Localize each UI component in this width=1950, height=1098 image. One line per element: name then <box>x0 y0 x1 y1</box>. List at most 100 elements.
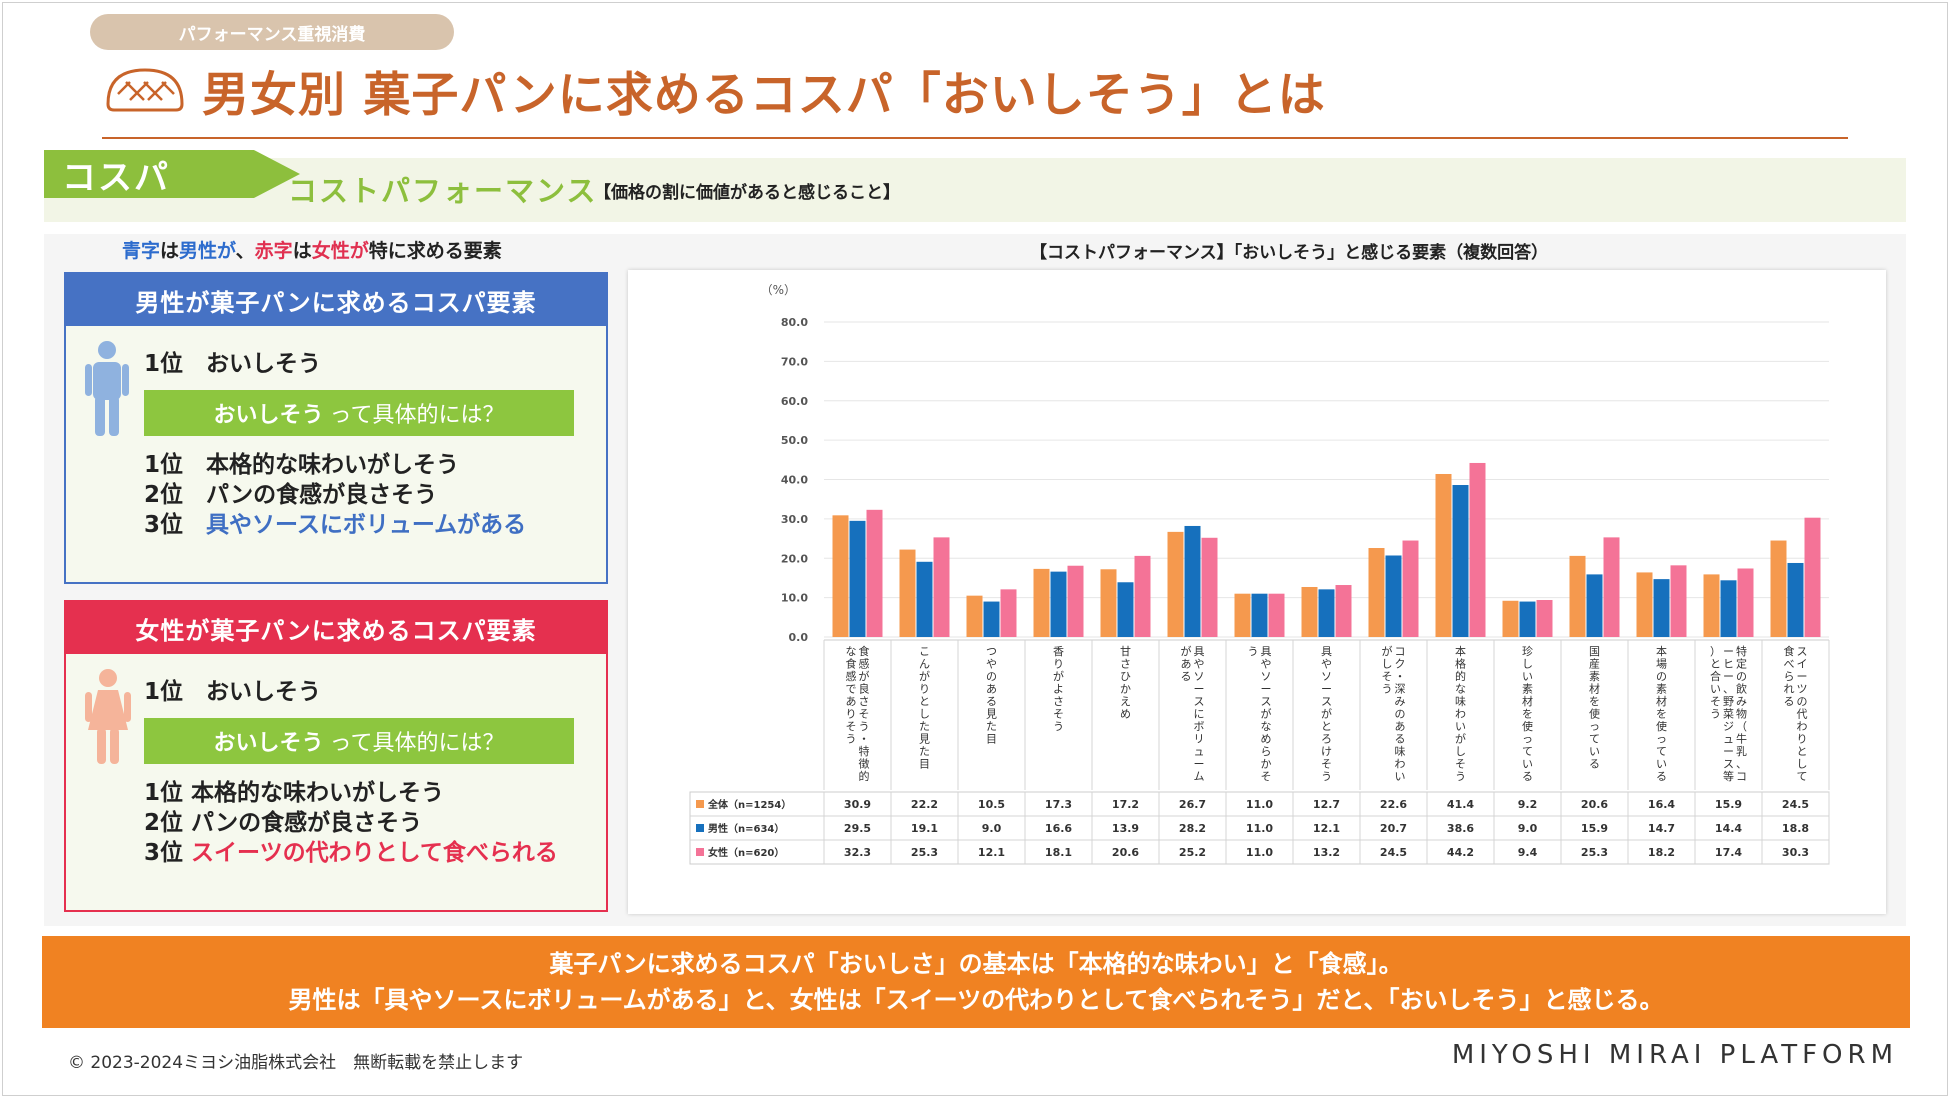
list-item: 2位 パンの食感が良さそう <box>144 480 526 510</box>
category-char: 素 <box>1522 683 1533 696</box>
red-word: 赤字 <box>254 240 293 262</box>
rank-text: パンの食感が良さそう <box>206 482 438 508</box>
category-char: 特 <box>1736 644 1747 658</box>
bar-男性 <box>916 561 933 637</box>
female-person-icon <box>85 669 131 764</box>
legend-text: は <box>160 240 180 262</box>
data-label: 16.6 <box>1045 822 1072 835</box>
category-char: べ <box>1784 658 1795 671</box>
bar-全体 <box>1167 531 1184 637</box>
category-char: か <box>1120 683 1131 696</box>
bar-女性 <box>866 509 883 637</box>
category-char: 、 <box>1736 758 1747 771</box>
category-char: が <box>1321 707 1332 721</box>
category-char: ュ <box>1723 733 1734 746</box>
category-char: わ <box>1395 758 1406 771</box>
category-char: コ <box>1395 645 1406 658</box>
legend-text: は <box>292 240 312 262</box>
legend-swatch <box>696 848 704 856</box>
bar-男性 <box>1117 582 1134 637</box>
male-rank-list: 1位 本格的な味わいがしそう 2位 パンの食感が良さそう 3位 具やソースにボリ… <box>144 450 526 540</box>
bar-全体 <box>1502 600 1519 637</box>
category-char: 素 <box>1589 670 1600 683</box>
category-char: っ <box>1589 720 1600 733</box>
category-char: り <box>846 708 857 721</box>
category-char: ー <box>1194 683 1205 696</box>
y-tick-label: 0.0 <box>789 631 809 644</box>
category-char: 的 <box>1455 669 1466 683</box>
bar-全体 <box>1770 540 1787 637</box>
data-label: 25.2 <box>1179 846 1206 859</box>
data-label: 18.8 <box>1782 822 1809 835</box>
category-char: ） <box>1710 645 1721 658</box>
category-char: コ <box>1736 770 1747 783</box>
bar-全体 <box>1703 574 1720 637</box>
category-char: い <box>1395 770 1406 783</box>
data-label: 11.0 <box>1246 846 1273 859</box>
category-char: 的 <box>859 769 870 783</box>
female-rank1: 1位 おいしそう <box>144 679 322 705</box>
data-label: 13.2 <box>1313 846 1340 859</box>
data-label: 25.3 <box>911 846 938 859</box>
bar-女性 <box>1000 589 1017 637</box>
category-char: り <box>1797 733 1808 746</box>
category-char: ー <box>1797 670 1808 683</box>
category-char: て <box>1522 745 1533 758</box>
bar-全体 <box>1301 586 1318 637</box>
female-card-body: 1位 おいしそう おいしそう って具体的には？ 1位 本格的な味わいがしそう 2位… <box>66 654 606 910</box>
data-label: 17.2 <box>1112 798 1139 811</box>
y-tick-label: 10.0 <box>781 592 808 605</box>
y-tick-label: 50.0 <box>781 434 808 447</box>
data-label: 17.3 <box>1045 798 1072 811</box>
category-char: の <box>986 670 997 683</box>
category-char: し <box>1382 658 1393 671</box>
legend-label: 男性（n=634） <box>708 822 784 835</box>
category-char: あ <box>846 695 857 708</box>
category-char: 深 <box>1395 683 1406 696</box>
category-char: え <box>1120 695 1131 708</box>
category-char: ー <box>1194 758 1205 771</box>
rank-number: 1位 <box>144 452 184 478</box>
category-char: る <box>1656 770 1667 783</box>
female-card: 女性が菓子パンに求めるコスパ要素 1位 おいしそう おいしそう って具体的には？ … <box>64 600 608 912</box>
category-char: た <box>919 720 930 733</box>
kosupa-tag: コスパ <box>44 150 300 198</box>
data-label: 18.1 <box>1045 846 1072 859</box>
category-char: そ <box>846 720 857 733</box>
category-char: う <box>1455 770 1466 783</box>
category-char: が <box>1181 644 1192 658</box>
category-char: 等 <box>1723 769 1734 783</box>
bread-icon <box>106 68 184 112</box>
category-char: 見 <box>919 733 930 746</box>
category-char: の <box>1797 695 1808 708</box>
bar-全体 <box>1636 572 1653 637</box>
conclusion-line-2: 男性は「具やソースにボリュームがある」と、女性は「スイーツの代わりとして食べられ… <box>288 986 1664 1014</box>
female-rank-list: 1位 本格的な味わいがしそう 2位 パンの食感が良さそう 3位 スイーツの代わり… <box>144 778 558 868</box>
category-char: ス <box>1261 695 1272 708</box>
legend-swatch <box>696 800 704 808</box>
category-char: ュ <box>1194 745 1205 758</box>
bar-女性 <box>933 537 950 637</box>
bar-女性 <box>1469 462 1486 637</box>
category-char: や <box>1261 658 1272 671</box>
data-label: 24.5 <box>1380 846 1407 859</box>
data-label: 12.1 <box>1313 822 1340 835</box>
category-char: 特 <box>859 744 870 758</box>
category-char: 具 <box>1261 645 1272 658</box>
male-bar-text: って具体的には？ <box>329 403 505 428</box>
category-char: が <box>1382 644 1393 658</box>
category-char: ス <box>1797 645 1808 658</box>
data-label: 9.0 <box>1518 822 1538 835</box>
data-label: 22.2 <box>911 798 938 811</box>
category-char: （ <box>1736 720 1747 733</box>
category-label: 本格的な味わいがしそう <box>1455 644 1466 783</box>
cost-performance-term: コストパフォーマンス <box>288 174 598 208</box>
category-char: う <box>859 720 870 733</box>
male-card-body: 1位 おいしそう おいしそう って具体的には？ 1位 本格的な味わいがしそう 2位… <box>66 326 606 582</box>
category-char: あ <box>1395 720 1406 733</box>
data-label: 24.5 <box>1782 798 1809 811</box>
female-bar-text: って具体的には？ <box>329 731 505 756</box>
category-char: る <box>1522 770 1533 783</box>
